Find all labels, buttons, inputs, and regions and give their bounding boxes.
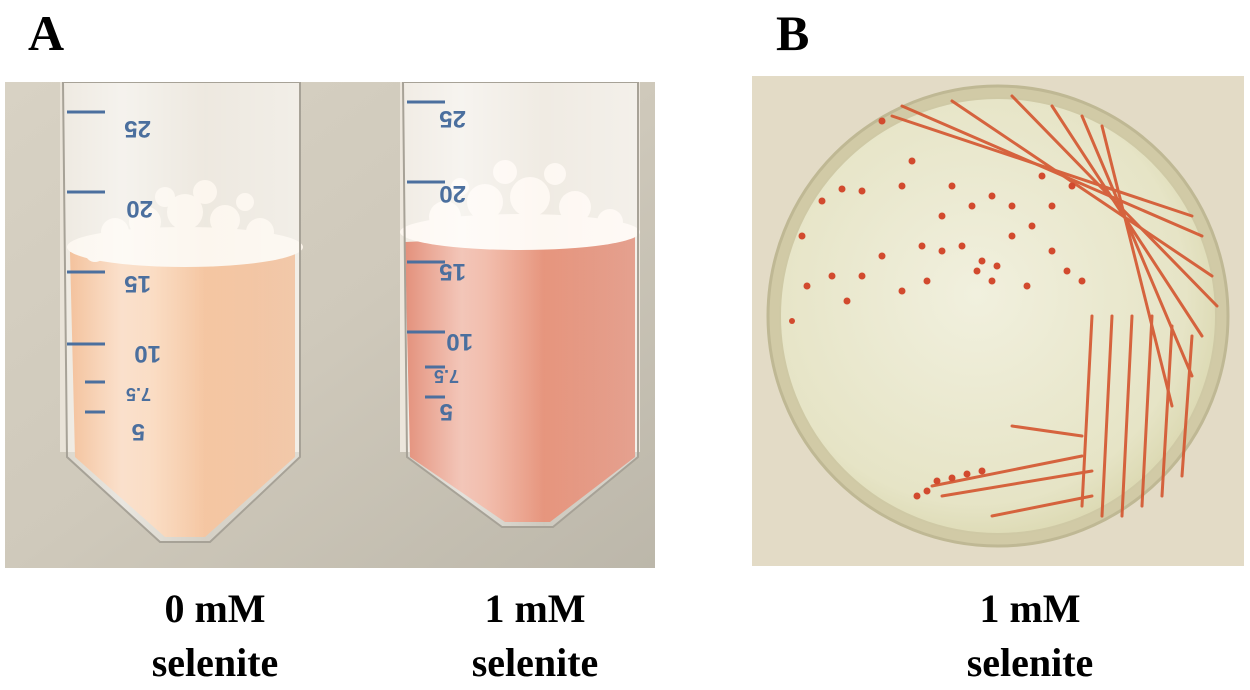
tube-0mm-concentration: 0 mM	[164, 586, 266, 631]
tube-0mm: 25 20 15 10 7.5 5	[60, 82, 303, 543]
tube1-mark-5: 5	[132, 418, 145, 445]
plate-photo	[752, 76, 1244, 566]
plate-compound: selenite	[966, 640, 1094, 685]
tube1-mark-10: 10	[134, 340, 161, 367]
petri-plate-illustration	[752, 76, 1244, 566]
tube2-mark-7-5: 7.5	[434, 366, 459, 386]
panel-b-label: B	[776, 5, 810, 61]
plate-caption: 1 mM selenite	[905, 582, 1155, 690]
plate-concentration: 1 mM	[979, 586, 1081, 631]
tube2-mark-20: 20	[439, 180, 466, 207]
tube-0mm-compound: selenite	[151, 640, 279, 685]
tube1-mark-15: 15	[124, 270, 151, 297]
tube2-mark-15: 15	[439, 258, 466, 285]
tube-0mm-caption: 0 mM selenite	[90, 582, 340, 690]
tube1-mark-7-5: 7.5	[126, 384, 151, 404]
tube2-mark-5: 5	[440, 398, 453, 425]
panel-a-label: A	[28, 5, 65, 61]
tube-1mm-caption: 1 mM selenite	[410, 582, 660, 690]
tube-1mm-concentration: 1 mM	[484, 586, 586, 631]
tube-1mm-compound: selenite	[471, 640, 599, 685]
tubes-photo: 25 20 15 10 7.5 5	[5, 82, 655, 568]
tube2-mark-25: 25	[439, 105, 466, 132]
tube1-mark-20: 20	[126, 195, 153, 222]
tubes-illustration: 25 20 15 10 7.5 5	[5, 82, 655, 568]
tube1-mark-25: 25	[124, 115, 151, 142]
tube2-mark-10: 10	[446, 328, 473, 355]
tube-1mm: 25 20 15 10 7.5 5	[400, 82, 640, 528]
